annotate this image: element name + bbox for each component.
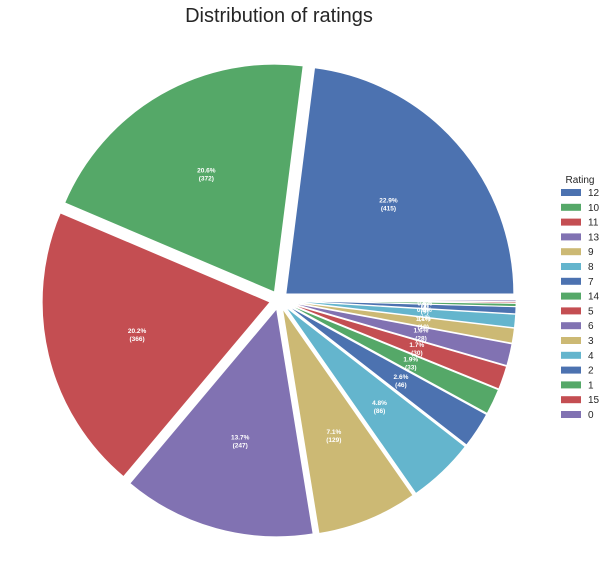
legend-label-1: 1	[588, 380, 594, 391]
legend-label-11: 11	[588, 218, 599, 229]
slice-count-label-7: (46)	[395, 382, 407, 389]
legend-label-10: 10	[588, 203, 600, 214]
pie-slice-8	[284, 306, 466, 495]
slice-percent-label-5: 1.7%	[409, 342, 424, 349]
legend-label-15: 15	[588, 395, 600, 406]
slice-count-label-9: (129)	[326, 437, 341, 444]
slice-percent-label-8: 4.8%	[372, 400, 387, 407]
legend-label-6: 6	[588, 321, 594, 332]
legend-title: Rating	[566, 175, 595, 186]
slice-percent-label-2: 0.5%	[417, 300, 432, 307]
pie-slices	[41, 63, 517, 538]
legend-swatch-12	[561, 189, 581, 196]
slice-count-label-4: (17)	[419, 315, 431, 322]
slice-count-label-12: (415)	[381, 206, 396, 213]
legend-label-0: 0	[588, 410, 594, 421]
legend-swatch-6	[561, 322, 581, 330]
legend-swatch-5	[561, 307, 581, 315]
pie-slice-11	[41, 212, 271, 478]
legend-label-12: 12	[588, 188, 600, 199]
slice-count-label-5: (30)	[411, 350, 423, 357]
legend-swatch-2	[561, 366, 581, 374]
pie-slice-0	[288, 299, 517, 303]
legend-label-7: 7	[588, 277, 594, 288]
legend-label-8: 8	[588, 262, 594, 273]
pie-slice-12	[285, 67, 515, 295]
slice-count-label-6: (28)	[415, 336, 427, 343]
legend-label-14: 14	[588, 292, 600, 303]
legend-swatch-9	[561, 248, 581, 256]
slice-percent-label-3: 1.1%	[416, 316, 431, 323]
pie-slice-labels: 22.9%(415) 20.6%(372) 20.2%(366) 13.7%(247)…	[128, 167, 433, 449]
legend-swatch-11	[561, 218, 581, 226]
slice-percent-label-4: 0.9%	[417, 307, 432, 314]
legend-swatch-13	[561, 233, 581, 241]
legend-swatch-10	[561, 203, 581, 211]
slice-count-label-13: (247)	[233, 443, 248, 450]
pie-slice-3	[287, 300, 515, 344]
slice-percent-label-15: 0.1%	[417, 296, 432, 303]
legend-label-2: 2	[588, 366, 594, 377]
legend-swatch-3	[561, 337, 581, 344]
pie-slice-13	[129, 307, 314, 538]
pie-slice-14	[286, 303, 500, 415]
slice-percent-label-12: 22.9%	[379, 198, 398, 205]
legend-swatch-7	[561, 277, 581, 285]
slice-count-label-8: (86)	[374, 408, 386, 415]
slice-percent-label-11: 20.2%	[128, 328, 147, 335]
pie-slice-5	[287, 302, 508, 390]
slice-percent-label-9: 7.1%	[326, 429, 341, 436]
legend-label-5: 5	[588, 306, 594, 317]
slice-count-label-14: (33)	[405, 365, 417, 372]
slice-percent-label-1: 0.2%	[417, 297, 432, 304]
pie-slice-7	[286, 304, 488, 446]
slice-percent-label-14: 1.9%	[403, 357, 418, 364]
slice-percent-label-6: 1.6%	[414, 328, 429, 335]
slice-percent-label-7: 2.6%	[394, 374, 409, 381]
slice-count-label-11: (366)	[129, 336, 144, 343]
legend-label-3: 3	[588, 336, 594, 347]
legend-swatch-0	[561, 411, 581, 418]
pie-slice-9	[281, 308, 414, 535]
legend-swatch-4	[561, 351, 581, 359]
pie-slice-6	[287, 301, 513, 367]
slice-count-label-2: (9)	[421, 308, 429, 315]
slice-percent-label-13: 13.7%	[231, 435, 250, 442]
legend-swatch-14	[561, 292, 581, 300]
legend-swatch-8	[561, 263, 581, 270]
legend-swatch-1	[561, 381, 581, 389]
slice-count-label-3: (19)	[417, 324, 429, 331]
slice-percent-label-10: 20.6%	[197, 167, 216, 174]
slice-count-label-1: (4)	[421, 305, 429, 312]
pie-slice-10	[63, 63, 304, 293]
legend-label-9: 9	[588, 247, 594, 258]
chart-title: Distribution of ratings	[185, 5, 373, 27]
slice-count-label-15: (2)	[421, 304, 429, 311]
legend-swatch-15	[561, 396, 581, 404]
slice-count-label-10: (372)	[199, 175, 214, 182]
legend-label-13: 13	[588, 232, 600, 243]
slice-count-label-0: (2)	[421, 303, 429, 310]
legend: Rating 12 10 11 13 9 8 7 14 5 6 3 4 2 1 15 0	[561, 175, 600, 421]
legend-label-4: 4	[588, 351, 594, 362]
slice-percent-label-0: 0.1%	[418, 295, 433, 302]
